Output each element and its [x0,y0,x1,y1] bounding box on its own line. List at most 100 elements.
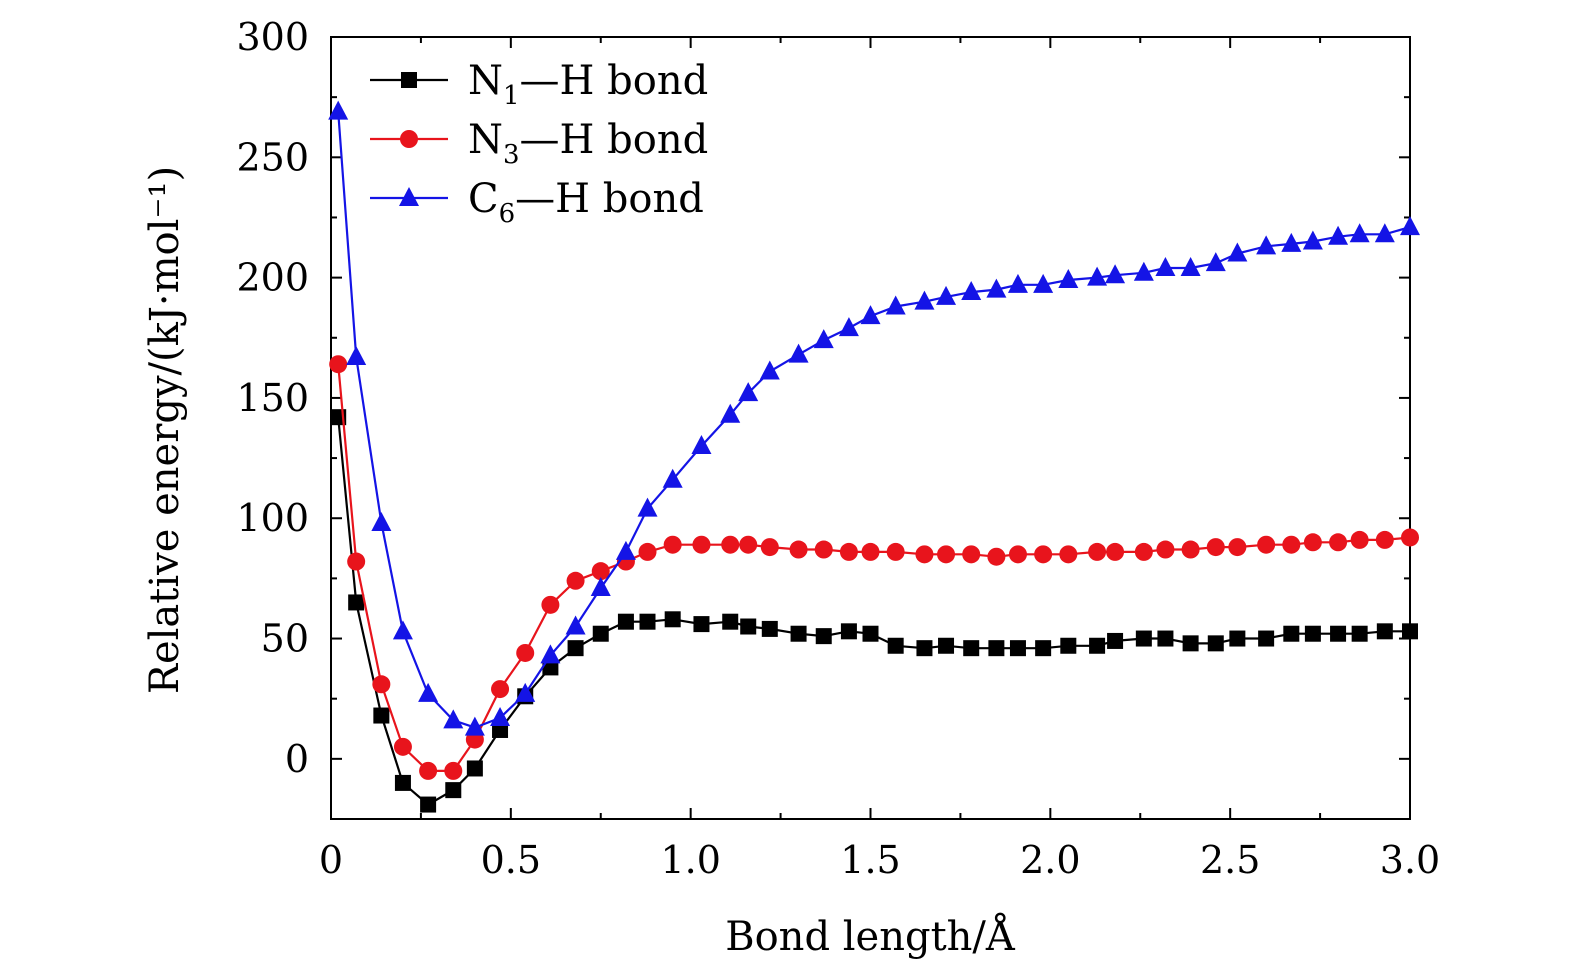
data-point [348,594,365,611]
data-point [1376,623,1393,640]
data-point [914,290,935,310]
data-point [372,675,391,694]
legend-entry: N3—H bond [370,117,708,170]
data-point [1134,542,1153,561]
data-point [1283,625,1300,642]
data-point [1135,630,1152,647]
data-point [490,706,511,726]
data-point [1350,530,1369,549]
data-point [1009,640,1026,657]
y-tick-label: 300 [236,15,309,59]
data-point [328,100,349,120]
data-point [789,540,808,559]
data-point [738,382,759,402]
data-point [1180,256,1201,276]
data-point [565,615,586,635]
data-point [885,295,906,315]
x-tick-label: 0 [319,838,343,882]
data-point [662,468,683,488]
y-tick-label: 150 [236,376,309,420]
data-point [840,623,857,640]
y-tick-label: 100 [236,496,309,540]
data-point [1282,535,1301,554]
data-point [515,682,536,702]
data-point [615,540,636,560]
data-point [592,625,609,642]
data-point [329,355,348,374]
data-point [392,620,413,640]
data-point [838,317,859,337]
legend-label: C6—H bond [468,176,704,229]
data-point [815,628,832,645]
data-point [721,535,740,554]
y-tick-label: 250 [236,135,309,179]
data-point [590,577,611,597]
data-point [591,562,610,581]
data-point [492,721,509,738]
data-point [1089,637,1106,654]
data-point [1007,273,1028,293]
data-point [1060,637,1077,654]
x-axis-title: Bond length/Å [725,913,1016,960]
data-point [638,542,657,561]
data-point [722,613,739,630]
data-point [938,637,955,654]
data-point [1087,266,1108,286]
data-point [637,497,658,517]
data-point [567,640,584,657]
legend-entry: C6—H bond [370,176,704,229]
data-point [693,616,710,633]
y-tick-label: 200 [236,256,309,300]
data-point [1258,630,1275,647]
x-tick-label: 2.0 [1020,838,1080,882]
data-point [1229,630,1246,647]
data-point [761,620,778,637]
data-point [1328,225,1349,245]
data-point [1034,545,1053,564]
data-point [1349,223,1370,243]
data-point [418,682,439,702]
series-2 [329,355,1419,780]
data-point [988,640,1005,657]
data-point [759,360,780,380]
legend-marker [400,130,418,148]
legend: N1—H bond N3—H bond C6—H bond [370,58,708,229]
data-point [1402,623,1418,640]
data-point [444,761,463,780]
data-point [1330,625,1347,642]
data-point [443,709,464,729]
data-point [566,571,585,590]
data-point [862,625,879,642]
axis-tick-labels: 0 0.5 1.0 1.5 2.0 2.5 3.0 0 50 100 150 200 250 300 [236,15,1440,882]
data-point [1257,535,1276,554]
legend-label: N3—H bond [468,117,708,170]
data-point [963,640,980,657]
data-point [936,285,957,305]
data-point [937,545,956,564]
data-point [691,435,712,455]
data-point [1227,242,1248,262]
data-point [1181,540,1200,559]
data-point [1182,635,1199,652]
y-axis-title: Relative energy/(kJ·mol⁻¹) [142,166,188,694]
legend-entry: N1—H bond [370,58,708,111]
data-point [394,774,411,791]
data-point [1375,530,1394,549]
data-point [1088,542,1107,561]
data-point [839,542,858,561]
data-point [464,716,485,736]
data-point [346,346,367,366]
data-point [491,680,510,699]
data-point [1401,528,1419,547]
data-point [1207,635,1224,652]
data-point [887,637,904,654]
data-point [541,595,560,614]
data-point [1206,538,1225,557]
x-tick-label: 0.5 [481,838,541,882]
series-line [337,417,1410,806]
data-point [617,613,634,630]
data-point [861,542,880,561]
data-point [814,540,833,559]
data-point [788,343,809,363]
